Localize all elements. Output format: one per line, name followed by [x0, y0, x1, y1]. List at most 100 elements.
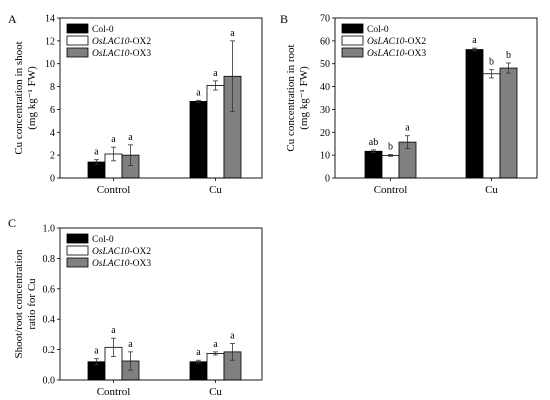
legend-swatch	[66, 23, 89, 34]
x-tick-label: Control	[374, 184, 408, 196]
y-tick-label: 30	[320, 105, 330, 116]
significance-letter: a	[230, 331, 235, 342]
significance-letter: a	[94, 147, 99, 158]
legend-label: OsLAC10-OX2	[367, 37, 426, 47]
significance-letter: a	[94, 346, 99, 357]
legend-swatch	[66, 233, 89, 244]
y-axis-label-line1: Cu concentration in root	[285, 44, 297, 151]
bar	[381, 154, 400, 179]
legend-label: Col-0	[367, 25, 389, 35]
y-axis-label: Cu concentration in shoot(mg kg⁻¹ FW)	[13, 41, 38, 154]
significance-letter: a	[213, 339, 218, 350]
significance-letter: b	[489, 57, 494, 68]
legend-swatch	[66, 35, 89, 46]
y-axis-label-line1: Cu concentration in shoot	[13, 41, 25, 154]
legend-label-gene: OsLAC10	[367, 49, 405, 59]
legend-label-gene: OsLAC10	[92, 259, 130, 269]
legend-swatch	[66, 257, 89, 268]
significance-letter: b	[506, 50, 511, 61]
y-tick-label: 1.0	[43, 224, 56, 235]
legend-label: OsLAC10-OX3	[92, 49, 151, 59]
significance-letter: a	[196, 347, 201, 358]
significance-letter: b	[388, 141, 393, 152]
significance-letter: a	[196, 87, 201, 98]
x-tick-label: Cu	[485, 184, 498, 196]
significance-letter: a	[230, 28, 235, 39]
panel-letter: B	[280, 12, 288, 26]
plot-frame	[59, 227, 263, 381]
bar	[465, 49, 484, 179]
panel-letter: C	[8, 216, 16, 230]
y-tick-label: 12	[45, 36, 55, 47]
significance-letter: a	[128, 132, 133, 143]
y-tick-label: 6	[50, 105, 55, 116]
plot-frame	[334, 17, 538, 179]
bar	[499, 67, 518, 179]
legend-label-suffix: -OX3	[129, 49, 151, 59]
y-tick-label: 0.8	[43, 254, 56, 265]
y-tick-label: 2	[50, 151, 55, 162]
legend-label-gene: OsLAC10	[367, 37, 405, 47]
legend-swatch	[66, 245, 89, 256]
y-tick-label: 60	[320, 36, 330, 47]
y-tick-label: 0.6	[43, 284, 56, 295]
legend-label: OsLAC10-OX3	[92, 259, 151, 269]
y-axis-label-line2: (mg kg⁻¹ FW)	[298, 66, 310, 130]
legend-label-suffix: -OX3	[404, 49, 426, 59]
plot-frame	[59, 17, 263, 179]
y-axis-label-line2: ratio for Cu	[26, 278, 38, 330]
legend-label-gene: OsLAC10	[92, 247, 130, 257]
legend-label-gene: OsLAC10	[92, 37, 130, 47]
y-tick-label: 50	[320, 59, 330, 70]
legend-label: OsLAC10-OX3	[367, 49, 426, 59]
legend-swatch	[66, 47, 89, 58]
chart-panel-c: C 0.0 0.2 0.4 0.6 0.8 1.0 a a a a a a Control Cu Shoot/…	[8, 216, 263, 398]
chart-panel-a: A 0 2 4 6 8 10 12 14 a a a a a a Control Cu Cu concentrat…	[8, 12, 263, 196]
bar	[189, 101, 208, 179]
legend-label-suffix: -OX2	[404, 37, 426, 47]
y-axis-label: Shoot/root concentrationratio for Cu	[13, 249, 38, 359]
y-tick-label: 4	[50, 128, 55, 139]
y-tick-label: 40	[320, 82, 330, 93]
x-tick-label: Cu	[209, 184, 222, 196]
y-tick-label: 0	[325, 174, 330, 185]
x-tick-label: Control	[97, 386, 131, 398]
legend-swatch	[341, 23, 364, 34]
y-tick-label: 20	[320, 128, 330, 139]
significance-letter: a	[111, 134, 116, 145]
x-tick-label: Cu	[209, 386, 222, 398]
legend-swatch	[341, 47, 364, 58]
legend-label: OsLAC10-OX2	[92, 37, 151, 47]
panel-letter: A	[8, 12, 17, 26]
y-tick-label: 8	[50, 82, 55, 93]
legend-label-suffix: -OX2	[129, 37, 151, 47]
legend-label-gene: OsLAC10	[92, 49, 130, 59]
y-tick-label: 0.2	[43, 345, 56, 356]
significance-letter: ab	[369, 137, 378, 148]
bar	[364, 150, 383, 179]
bar	[482, 73, 501, 179]
bar	[206, 85, 225, 179]
bar	[189, 361, 208, 381]
significance-letter: a	[213, 68, 218, 79]
significance-letter: a	[111, 325, 116, 336]
bar	[206, 352, 225, 381]
significance-letter: a	[405, 123, 410, 134]
y-tick-label: 0.4	[43, 315, 56, 326]
legend-swatch	[341, 35, 364, 46]
y-tick-label: 14	[45, 14, 55, 25]
legend-label: Col-0	[92, 235, 114, 245]
y-tick-label: 10	[320, 151, 330, 162]
legend-label: Col-0	[92, 25, 114, 35]
legend-label-suffix: -OX2	[129, 247, 151, 257]
y-tick-label: 0.0	[43, 376, 56, 387]
y-tick-label: 70	[320, 14, 330, 25]
y-tick-label: 0	[50, 174, 55, 185]
y-tick-label: 10	[45, 59, 55, 70]
legend-label: OsLAC10-OX2	[92, 247, 151, 257]
